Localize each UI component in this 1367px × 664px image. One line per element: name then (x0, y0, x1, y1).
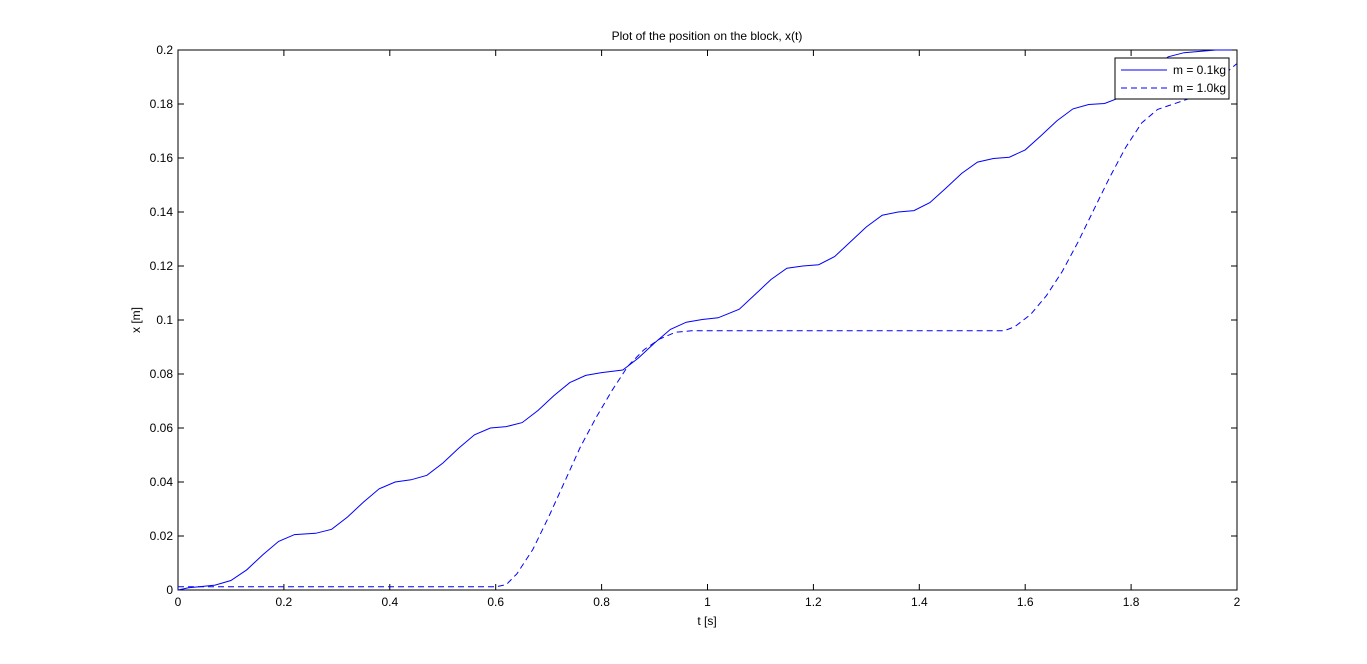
y-tick-label: 0 (166, 583, 173, 597)
y-tick-label: 0.02 (150, 529, 174, 543)
x-tick-label: 2 (1234, 595, 1241, 609)
y-tick-label: 0.18 (150, 97, 174, 111)
y-tick-label: 0.2 (156, 43, 173, 57)
x-tick-label: 1 (704, 595, 711, 609)
y-axis-title: x [m] (129, 307, 143, 333)
x-tick-label: 1.8 (1123, 595, 1140, 609)
x-tick-label: 0.8 (593, 595, 610, 609)
x-tick-label: 0 (175, 595, 182, 609)
x-tick-label: 0.6 (487, 595, 504, 609)
y-tick-label: 0.14 (150, 205, 174, 219)
x-tick-label: 0.2 (276, 595, 293, 609)
x-tick-label: 1.4 (911, 595, 928, 609)
x-tick-label: 0.4 (381, 595, 398, 609)
y-tick-label: 0.06 (150, 421, 174, 435)
chart-title: Plot of the position on the block, x(t) (612, 29, 803, 43)
y-tick-label: 0.08 (150, 367, 174, 381)
x-tick-label: 1.2 (805, 595, 822, 609)
series-line-m-0-1kg (177, 49, 1232, 591)
x-axis-title: t [s] (697, 614, 716, 628)
y-tick-label: 0.1 (156, 313, 173, 327)
y-tick-label: 0.16 (150, 151, 174, 165)
plot-frame (177, 49, 1238, 591)
y-tick-label: 0.04 (150, 475, 174, 489)
y-tick-label: 0.12 (150, 259, 174, 273)
series-line-m-1-0kg (178, 63, 1238, 588)
legend-label: m = 1.0kg (1173, 81, 1226, 95)
legend-box (1114, 57, 1230, 100)
legend-label: m = 0.1kg (1173, 63, 1226, 77)
x-tick-label: 1.6 (1017, 595, 1034, 609)
